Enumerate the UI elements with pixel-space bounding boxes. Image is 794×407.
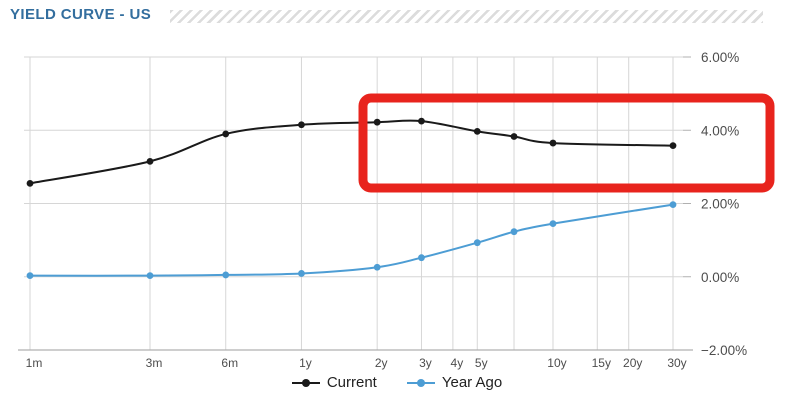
x-tick-label: 1y [299, 356, 312, 370]
data-point-current[interactable] [222, 130, 230, 138]
data-point-current[interactable] [510, 133, 518, 140]
data-point-current[interactable] [473, 127, 481, 135]
highlight-box-annotation [358, 93, 775, 193]
x-tick-label: 15y [592, 356, 611, 370]
x-tick-label: 1m [26, 356, 43, 370]
y-tick-label: 6.00% [701, 50, 739, 65]
data-point-year-ago[interactable] [418, 254, 425, 262]
header-hatch-decoration [170, 10, 763, 23]
x-tick-label: 3m [146, 356, 163, 370]
data-point-year-ago[interactable] [222, 271, 230, 279]
current-line-marker-icon [291, 378, 320, 387]
x-tick-label: 6m [221, 356, 238, 370]
data-point-current[interactable] [418, 117, 425, 125]
data-point-current[interactable] [549, 139, 557, 147]
data-point-year-ago[interactable] [26, 272, 34, 280]
data-point-year-ago[interactable] [298, 270, 305, 277]
x-tick-label: 20y [623, 356, 642, 370]
data-point-current[interactable] [26, 179, 34, 187]
data-point-current[interactable] [298, 121, 305, 129]
y-tick-label: 2.00% [701, 197, 739, 212]
x-tick-label: 30y [667, 356, 686, 370]
data-point-current[interactable] [146, 157, 154, 165]
data-point-year-ago[interactable] [473, 239, 481, 247]
y-tick-label: −2.00% [701, 343, 747, 358]
data-point-year-ago[interactable] [146, 272, 154, 280]
x-tick-label: 2y [375, 356, 388, 370]
data-point-year-ago[interactable] [549, 220, 557, 228]
data-point-year-ago[interactable] [669, 201, 677, 208]
data-point-current[interactable] [373, 118, 381, 126]
chart-legend: Current Year Ago [0, 374, 794, 391]
legend-label-current: Current [326, 374, 377, 391]
data-point-current[interactable] [669, 142, 677, 150]
x-tick-label: 3y [419, 356, 432, 370]
data-point-year-ago[interactable] [373, 263, 381, 271]
series-line-year-ago [29, 203, 674, 277]
x-tick-label: 4y [451, 356, 464, 370]
year-ago-line-marker-icon [406, 378, 435, 387]
x-tick-label: 5y [475, 356, 488, 370]
widget-title: YIELD CURVE - US [10, 6, 152, 23]
series-line-current [29, 119, 674, 185]
data-point-year-ago[interactable] [510, 228, 518, 236]
legend-label-year-ago: Year Ago [441, 374, 503, 391]
legend-item-year-ago[interactable]: Year Ago [406, 374, 503, 391]
y-tick-label: 4.00% [701, 123, 739, 138]
legend-item-current[interactable]: Current [291, 374, 377, 391]
y-tick-label: 0.00% [701, 270, 739, 285]
x-tick-label: 10y [547, 356, 566, 370]
